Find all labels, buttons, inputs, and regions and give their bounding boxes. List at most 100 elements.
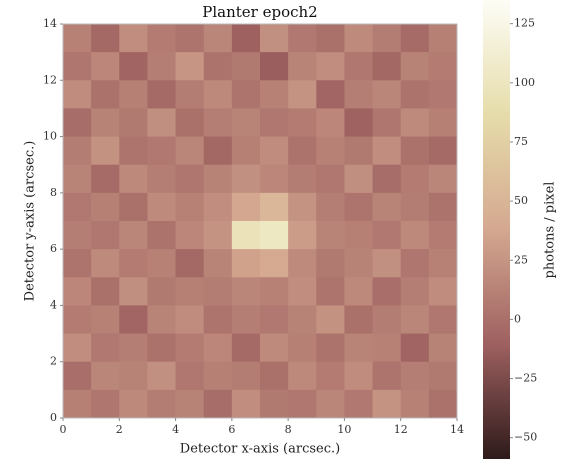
pixel: [260, 277, 289, 306]
pixel: [400, 389, 430, 419]
colorbar-tick-label: 75: [514, 135, 528, 148]
pixel: [175, 249, 205, 278]
pixel: [203, 24, 233, 53]
pixel: [260, 249, 289, 278]
pixel: [372, 24, 402, 53]
pixel: [147, 361, 177, 391]
pixel: [288, 164, 317, 194]
pixel: [175, 164, 205, 194]
colorbar-tick-label: 125: [514, 17, 535, 30]
pixel: [316, 52, 345, 81]
pixel: [428, 108, 458, 138]
pixel: [288, 361, 317, 391]
pixel: [231, 277, 261, 306]
pixel: [231, 80, 261, 109]
pixel: [63, 164, 92, 194]
pixel: [91, 24, 120, 53]
pixel: [400, 221, 430, 250]
x-tick-label: 10: [337, 423, 351, 436]
pixel: [344, 221, 374, 250]
pixel: [260, 389, 289, 419]
pixel: [63, 192, 92, 222]
x-tick-label: 14: [450, 423, 464, 436]
pixel: [119, 361, 148, 391]
pixel: [63, 361, 92, 391]
pixel: [428, 52, 458, 81]
x-tick-label: 4: [172, 423, 179, 436]
pixel: [63, 333, 92, 363]
pixel: [203, 108, 233, 138]
pixel: [400, 333, 430, 363]
chart-title: Planter epoch2: [202, 3, 317, 21]
pixel: [175, 361, 205, 391]
pixel: [316, 361, 345, 391]
pixel: [91, 164, 120, 194]
pixel: [344, 80, 374, 109]
pixel: [288, 333, 317, 363]
pixel: [231, 249, 261, 278]
pixel: [147, 305, 177, 335]
pixel: [147, 249, 177, 278]
pixel: [175, 136, 205, 166]
pixel: [175, 277, 205, 306]
pixel: [203, 249, 233, 278]
pixel: [428, 333, 458, 363]
pixel: [428, 277, 458, 306]
pixel: [344, 277, 374, 306]
pixel: [344, 361, 374, 391]
pixel: [260, 108, 289, 138]
pixel: [372, 221, 402, 250]
pixel: [344, 24, 374, 53]
pixel: [316, 192, 345, 222]
pixel: [119, 249, 148, 278]
pixel: [372, 108, 402, 138]
pixel: [316, 80, 345, 109]
pixel: [316, 164, 345, 194]
pixel: [372, 136, 402, 166]
pixel: [91, 305, 120, 335]
pixel: [63, 249, 92, 278]
y-tick-label: 8: [50, 186, 57, 199]
pixel: [400, 277, 430, 306]
pixel: [63, 221, 92, 250]
pixel: [428, 24, 458, 53]
pixel: [175, 52, 205, 81]
pixel: [344, 52, 374, 81]
pixel: [119, 164, 148, 194]
pixel: [372, 277, 402, 306]
pixel: [175, 305, 205, 335]
pixel: [428, 249, 458, 278]
pixel: [400, 249, 430, 278]
pixel: [288, 192, 317, 222]
y-tick-label: 10: [43, 130, 57, 143]
colorbar-label: photons / pixel: [543, 182, 558, 279]
pixel: [316, 221, 345, 250]
pixel: [175, 389, 205, 419]
pixel: [91, 80, 120, 109]
pixel: [203, 164, 233, 194]
pixel: [231, 305, 261, 335]
pixel: [344, 333, 374, 363]
pixel: [372, 52, 402, 81]
pixel: [147, 277, 177, 306]
pixel: [91, 52, 120, 81]
pixel: [260, 361, 289, 391]
pixel: [203, 333, 233, 363]
colorbar-tick-label: 100: [514, 76, 535, 89]
pixel: [260, 136, 289, 166]
pixel: [63, 305, 92, 335]
plot-frame: [62, 23, 458, 419]
y-tick-label: 4: [50, 298, 57, 311]
colorbar-tick-label: −25: [514, 372, 537, 385]
x-tick-label: 8: [285, 423, 292, 436]
colorbar-tick-label: 50: [514, 194, 528, 207]
pixel: [231, 108, 261, 138]
pixel: [372, 80, 402, 109]
pixel: [344, 108, 374, 138]
pixel: [260, 192, 289, 222]
pixel: [91, 277, 120, 306]
pixel: [260, 24, 289, 53]
pixel: [147, 192, 177, 222]
pixel: [147, 164, 177, 194]
pixel: [203, 192, 233, 222]
